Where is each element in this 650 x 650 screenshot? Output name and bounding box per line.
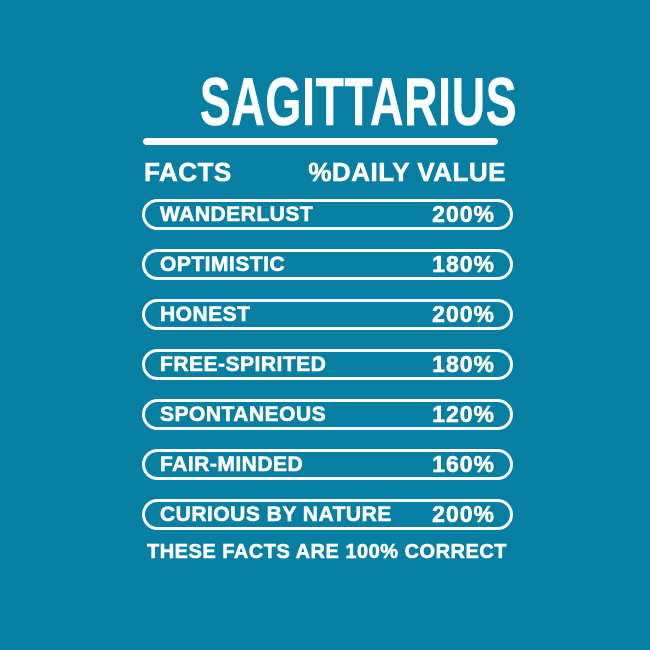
title-underline	[143, 138, 498, 145]
table-header: FACTS %DAILY VALUE	[144, 157, 506, 188]
header-facts-label: FACTS	[144, 157, 232, 188]
fact-value: 160%	[432, 451, 495, 478]
fact-row-curious-by-nature: CURIOUS BY NATURE 200%	[142, 499, 513, 530]
zodiac-title: SAGITTARIUS	[199, 64, 518, 140]
fact-label: OPTIMISTIC	[160, 252, 286, 276]
fact-row-spontaneous: SPONTANEOUS 120%	[142, 399, 513, 430]
fact-row-honest: HONEST 200%	[142, 299, 513, 330]
footer-note: THESE FACTS ARE 100% CORRECT	[147, 541, 507, 564]
fact-label: FREE-SPIRITED	[160, 352, 327, 376]
fact-label: CURIOUS BY NATURE	[160, 502, 392, 526]
fact-value: 180%	[432, 251, 495, 278]
fact-value: 200%	[432, 501, 495, 528]
fact-value: 180%	[432, 351, 495, 378]
facts-list: WANDERLUST 200% OPTIMISTIC 180% HONEST 2…	[142, 199, 513, 549]
fact-row-fair-minded: FAIR-MINDED 160%	[142, 449, 513, 480]
fact-value: 200%	[432, 201, 495, 228]
fact-row-wanderlust: WANDERLUST 200%	[142, 199, 513, 230]
fact-value: 200%	[432, 301, 495, 328]
header-daily-value-label: %DAILY VALUE	[308, 157, 506, 188]
fact-row-optimistic: OPTIMISTIC 180%	[142, 249, 513, 280]
fact-value: 120%	[432, 401, 495, 428]
facts-panel: SAGITTARIUS FACTS %DAILY VALUE WANDERLUS…	[140, 0, 518, 650]
fact-label: FAIR-MINDED	[160, 452, 304, 476]
fact-label: WANDERLUST	[160, 202, 314, 226]
fact-row-free-spirited: FREE-SPIRITED 180%	[142, 349, 513, 380]
fact-label: SPONTANEOUS	[160, 402, 327, 426]
fact-label: HONEST	[160, 302, 251, 326]
